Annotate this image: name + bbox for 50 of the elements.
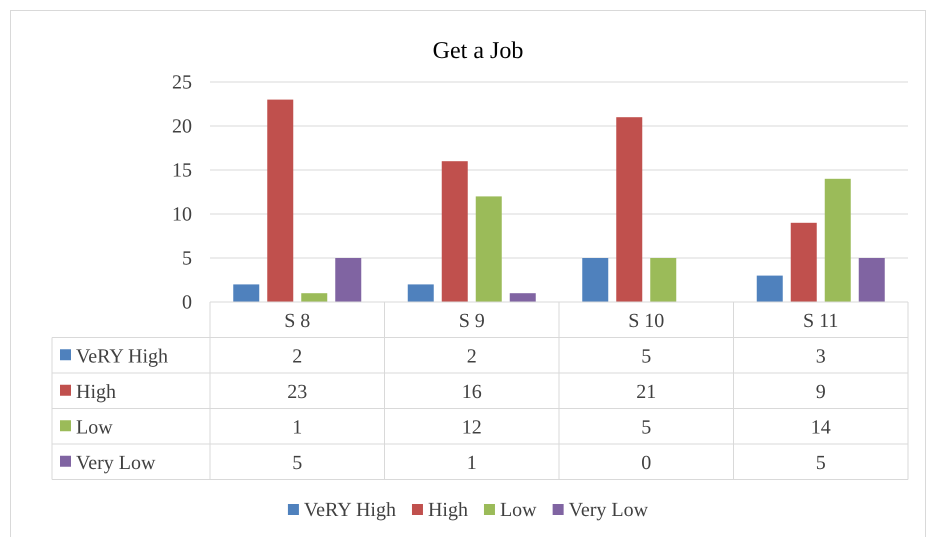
y-tick-label: 5 xyxy=(182,247,192,270)
data-label: 5 xyxy=(641,416,652,438)
y-tick-label: 20 xyxy=(172,115,192,138)
bar xyxy=(476,196,502,302)
chart-title: Get a Job xyxy=(432,38,524,64)
bar xyxy=(582,258,608,302)
data-label: 0 xyxy=(641,452,652,474)
data-label: 9 xyxy=(816,380,826,403)
bar xyxy=(824,178,851,302)
x-tick-label: S 8 xyxy=(284,310,310,332)
legend-label: VeRY High xyxy=(76,345,168,368)
bar xyxy=(267,100,294,302)
legend-label: Low xyxy=(500,499,538,521)
bar xyxy=(442,161,468,302)
y-tick-label: 0 xyxy=(182,291,192,314)
bar xyxy=(408,284,434,302)
data-label: 3 xyxy=(816,345,826,368)
data-label: 12 xyxy=(462,416,482,438)
y-tick-label: 15 xyxy=(172,159,192,182)
data-label: 2 xyxy=(466,345,477,368)
bar xyxy=(616,117,642,302)
bar xyxy=(301,293,328,302)
bar xyxy=(510,293,536,302)
y-tick-label: 25 xyxy=(172,71,192,94)
bar xyxy=(233,284,260,302)
text: VeRY High xyxy=(304,499,396,521)
data-label: 1 xyxy=(466,452,477,474)
text: Low xyxy=(76,416,113,438)
data-label: 14 xyxy=(810,416,831,438)
y-tick-label: 10 xyxy=(172,203,192,226)
text: High xyxy=(428,499,468,521)
legend-label: Very Low xyxy=(568,499,649,521)
bar xyxy=(650,258,676,302)
data-label: 5 xyxy=(816,452,826,474)
x-tick-label: S 10 xyxy=(628,310,664,332)
data-label: 16 xyxy=(462,380,482,403)
bar xyxy=(335,258,362,302)
bar xyxy=(790,222,817,302)
bar xyxy=(756,276,783,302)
x-tick-label: S 11 xyxy=(803,310,838,332)
data-label: 5 xyxy=(292,452,302,474)
data-label: 2 xyxy=(292,345,302,368)
data-label: 21 xyxy=(636,380,656,403)
text: Very Low xyxy=(76,452,156,474)
legend-label: High xyxy=(76,380,116,403)
x-tick-label: S 9 xyxy=(458,310,485,332)
data-label: 5 xyxy=(641,345,652,368)
bar xyxy=(858,258,885,302)
data-label: 1 xyxy=(292,416,302,438)
data-label: 23 xyxy=(287,380,308,403)
